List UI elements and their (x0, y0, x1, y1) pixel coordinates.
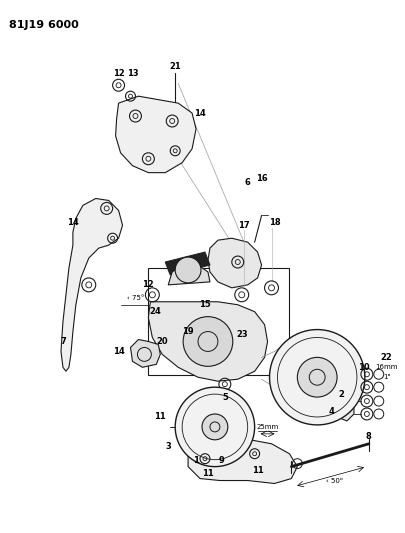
Text: 17: 17 (238, 221, 249, 230)
Text: 16: 16 (256, 174, 267, 183)
Text: 2: 2 (338, 390, 344, 399)
Text: 9: 9 (219, 456, 225, 465)
Circle shape (202, 414, 228, 440)
Circle shape (175, 387, 255, 466)
Text: 16mm: 16mm (375, 364, 398, 370)
Text: 20: 20 (156, 337, 168, 346)
Text: 23: 23 (236, 330, 247, 339)
Polygon shape (61, 198, 123, 372)
Text: 13: 13 (127, 69, 138, 78)
Polygon shape (165, 252, 210, 275)
Circle shape (297, 357, 337, 397)
Text: 11: 11 (154, 413, 166, 422)
Polygon shape (168, 265, 210, 285)
Bar (148, 268, 290, 375)
Text: 25mm: 25mm (256, 424, 279, 430)
Text: 21: 21 (169, 62, 181, 71)
Text: 22: 22 (381, 353, 392, 362)
Text: 1": 1" (383, 374, 390, 380)
Text: 24: 24 (149, 307, 161, 316)
Text: 5: 5 (222, 393, 228, 401)
Polygon shape (115, 96, 196, 173)
Text: 14: 14 (194, 109, 206, 118)
Polygon shape (130, 340, 160, 367)
Text: 1: 1 (193, 456, 199, 465)
Circle shape (175, 257, 201, 283)
Text: 19: 19 (182, 327, 194, 336)
Circle shape (183, 317, 233, 366)
Text: ‹ 50": ‹ 50" (326, 478, 343, 483)
Text: 6: 6 (245, 178, 251, 187)
Text: 12: 12 (113, 69, 124, 78)
Circle shape (270, 329, 365, 425)
Polygon shape (148, 302, 268, 381)
Text: 12: 12 (143, 280, 154, 289)
Text: 14: 14 (113, 347, 124, 356)
Text: 8: 8 (366, 432, 372, 441)
Text: 7: 7 (60, 337, 66, 346)
Polygon shape (331, 361, 354, 421)
Text: ‹ 75°: ‹ 75° (126, 295, 144, 301)
Text: 18: 18 (269, 218, 280, 227)
Text: 11: 11 (252, 466, 264, 475)
Polygon shape (188, 439, 297, 483)
Text: 10: 10 (358, 363, 370, 372)
Text: 15: 15 (199, 300, 211, 309)
Text: 3: 3 (165, 442, 171, 451)
Text: 14: 14 (67, 218, 79, 227)
Text: 4: 4 (328, 407, 334, 416)
Polygon shape (208, 238, 262, 288)
Text: 81J19 6000: 81J19 6000 (9, 20, 79, 30)
Text: 11: 11 (202, 469, 214, 478)
